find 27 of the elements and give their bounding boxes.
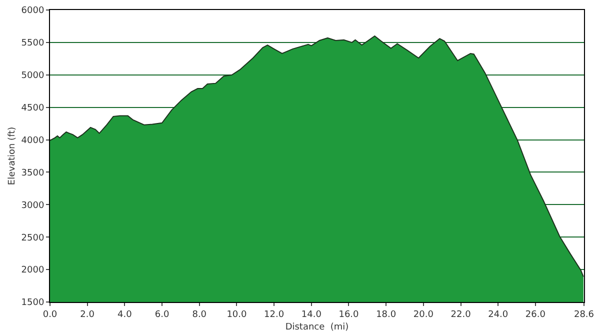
x-tick-label: 12.0 <box>264 310 284 320</box>
x-axis-title: Distance (mi) <box>285 322 349 333</box>
x-tick-label: 22.0 <box>450 310 472 320</box>
x-tick-label: 20.0 <box>413 310 434 320</box>
y-tick-label: 2500 <box>21 233 44 244</box>
y-tick-label: 4500 <box>21 103 44 114</box>
y-axis-title: Elevation (ft) <box>8 126 18 186</box>
y-tick-label: 3000 <box>21 200 44 211</box>
x-tick-label: 16.0 <box>338 310 360 320</box>
x-tick-label: 18.0 <box>376 310 396 320</box>
y-tick-label: 1500 <box>21 298 44 308</box>
x-tick-label: 2.0 <box>80 310 95 320</box>
x-tick-label: 6.0 <box>154 310 170 320</box>
y-tick-label: 5000 <box>21 71 44 82</box>
y-tick-label: 6000 <box>21 6 44 16</box>
y-tick-label: 2000 <box>21 266 44 276</box>
y-tick-label: 5500 <box>21 38 44 49</box>
x-tick-label: 28.6 <box>574 310 594 320</box>
x-tick-label: 10.0 <box>226 310 247 320</box>
x-tick-label: 8.0 <box>192 310 207 320</box>
x-tick-label: 24.0 <box>488 310 508 320</box>
x-tick-label: 14.0 <box>301 310 322 320</box>
x-tick-label: 26.0 <box>525 310 546 320</box>
y-tick-label: 3500 <box>21 168 44 178</box>
x-tick-label: 0.0 <box>42 310 58 320</box>
y-tick-label: 4000 <box>21 136 44 146</box>
x-tick-label: 4.0 <box>118 310 132 320</box>
